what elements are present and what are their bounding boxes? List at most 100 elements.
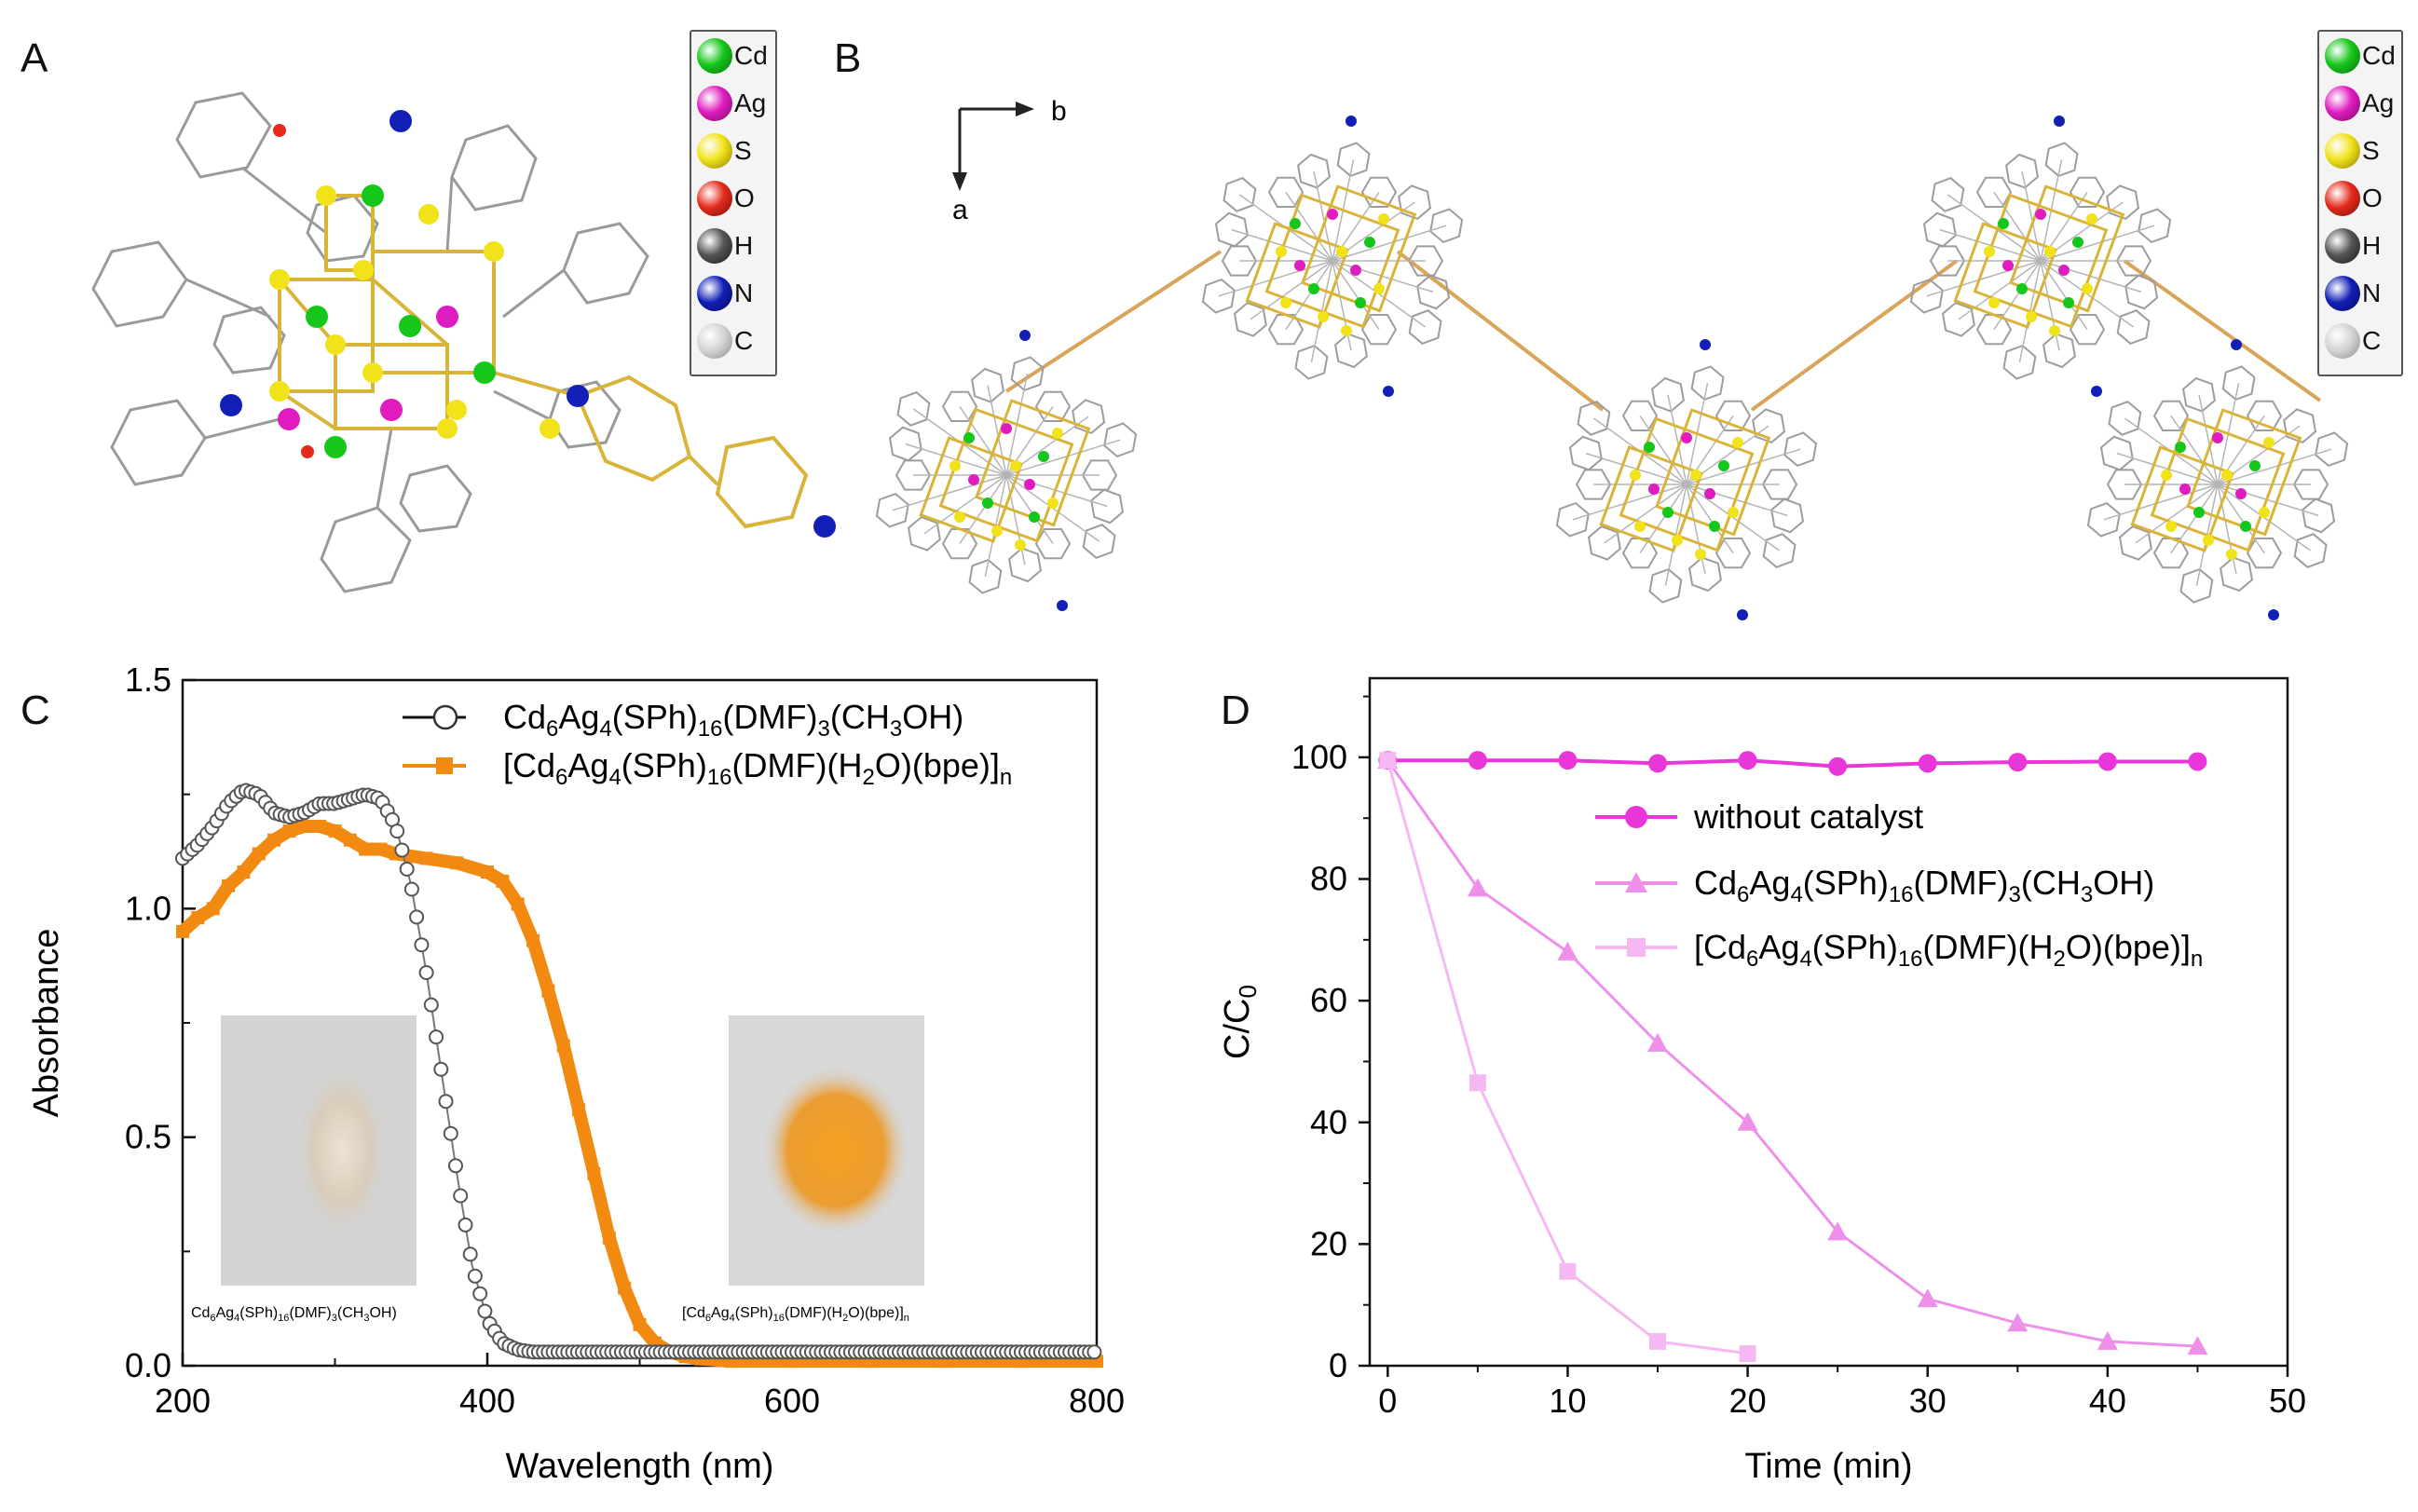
y-tick-label: 40 bbox=[1310, 1103, 1347, 1141]
ligand-bond bbox=[892, 474, 1007, 511]
atom bbox=[2175, 442, 2186, 453]
core-bond bbox=[938, 407, 1074, 543]
data-point-ch3oh bbox=[418, 965, 434, 980]
legend-row-n: N bbox=[2325, 275, 2381, 312]
x-tick-label: 30 bbox=[1909, 1382, 1947, 1420]
atom bbox=[2221, 470, 2233, 481]
data-point-bpe bbox=[572, 1103, 586, 1117]
panel-label-a: A bbox=[20, 35, 48, 81]
phenyl-ring bbox=[2221, 365, 2256, 402]
data-point-bpe bbox=[556, 1039, 570, 1053]
legend-row-o: O bbox=[697, 180, 755, 217]
phenyl-ring bbox=[888, 426, 922, 462]
data-point-ch3oh bbox=[2187, 1336, 2208, 1355]
y-tick-label: 0.5 bbox=[125, 1118, 171, 1156]
n-atom bbox=[1019, 330, 1031, 341]
phenyl-ring bbox=[2315, 431, 2349, 468]
data-point-bpe bbox=[618, 1281, 632, 1295]
phenyl-ring bbox=[2106, 184, 2140, 221]
data-point-bpe bbox=[237, 865, 251, 879]
x-tick-label: 200 bbox=[155, 1382, 211, 1420]
atom bbox=[2044, 246, 2056, 257]
atom bbox=[1695, 549, 1706, 560]
o-atom-icon bbox=[2325, 181, 2360, 216]
n-atom bbox=[1346, 116, 1357, 127]
legend-row-s: S bbox=[697, 132, 752, 170]
data-point-ch3oh bbox=[433, 1061, 449, 1077]
atom bbox=[1294, 260, 1305, 271]
phenyl-ring bbox=[1416, 274, 1451, 310]
core-bond bbox=[2009, 184, 2125, 313]
atom bbox=[1276, 246, 1287, 257]
data-point-ch3oh bbox=[477, 1303, 493, 1319]
legend-label-ch3oh: Cd6Ag4(SPh)16(DMF)3(CH3OH) bbox=[1694, 864, 2154, 907]
ligand-bond bbox=[2021, 170, 2042, 262]
degradation-chart: 0 10 20 30 40 50 0 20 40 60 80 100 Time (min) C/C0 wit… bbox=[1218, 676, 2306, 1486]
legend-symbol: N bbox=[734, 279, 754, 307]
ligand-bond bbox=[1313, 170, 1333, 262]
ligand-bond bbox=[2040, 225, 2155, 262]
core-bond bbox=[2150, 416, 2286, 552]
phenyl-ring bbox=[1072, 399, 1106, 435]
legend-symbol: N bbox=[2362, 279, 2382, 307]
ligand-bond bbox=[1686, 448, 1801, 485]
data-point-ch3oh bbox=[467, 1268, 483, 1284]
atom bbox=[2179, 484, 2191, 495]
phenyl-ring bbox=[1922, 211, 1957, 248]
atom bbox=[1010, 460, 1021, 471]
legend-marker-ch3oh bbox=[1625, 872, 1647, 892]
ligand-bond bbox=[1332, 225, 1447, 262]
x-tick-label: 0 bbox=[1378, 1382, 1397, 1420]
phenyl-ring bbox=[1214, 211, 1249, 248]
n-atom bbox=[2268, 609, 2279, 620]
y-tick-label: 0 bbox=[1329, 1346, 1347, 1384]
inset-caption-2: [Cd6Ag4(SPh)16(DMF)(H2O)(bpe)]n bbox=[682, 1305, 909, 1324]
phenyl-ring bbox=[1360, 314, 1398, 346]
legend-symbol: H bbox=[2362, 231, 2382, 260]
core-bond bbox=[1599, 445, 1703, 552]
data-point-bpe bbox=[419, 851, 433, 865]
atom bbox=[2086, 213, 2097, 225]
s-atom-icon bbox=[697, 133, 732, 169]
ligand-bond bbox=[2217, 484, 2319, 517]
ligand-bond bbox=[2135, 484, 2219, 544]
data-point-bpe bbox=[297, 820, 311, 834]
data-point-no-catalyst bbox=[2097, 752, 2117, 771]
panel-label-b: B bbox=[834, 35, 862, 81]
core-bond bbox=[1619, 416, 1755, 552]
phenyl-ring bbox=[2302, 497, 2336, 534]
phenyl-ring bbox=[1360, 176, 1398, 208]
n-atom bbox=[2054, 116, 2065, 127]
sample-photo-1 bbox=[221, 1015, 417, 1286]
phenyl-ring bbox=[2002, 344, 2037, 380]
data-point-bpe bbox=[282, 824, 296, 838]
data-point-ch3oh bbox=[472, 1286, 488, 1301]
phenyl-ring bbox=[1555, 501, 1590, 538]
atom bbox=[1630, 470, 1641, 481]
legend-row-ag: Ag bbox=[697, 85, 766, 122]
atom bbox=[968, 474, 979, 485]
phenyl-ring bbox=[941, 390, 978, 422]
legend-symbol: Ag bbox=[2362, 89, 2395, 117]
atom bbox=[1648, 484, 1660, 495]
ligand-bond bbox=[1667, 394, 1687, 485]
ligand-bond bbox=[1958, 260, 2042, 320]
chain-cluster bbox=[1201, 116, 1464, 397]
core-bond bbox=[1245, 222, 1349, 329]
legend-row-h: H bbox=[697, 227, 753, 265]
ligand-bond bbox=[1332, 260, 1434, 293]
atom bbox=[1690, 470, 1701, 481]
data-point-bpe bbox=[1649, 1332, 1667, 1350]
atom bbox=[1672, 535, 1683, 546]
atom bbox=[1984, 246, 1995, 257]
data-point-ch3oh bbox=[1467, 878, 1488, 897]
ligand-bond bbox=[1639, 415, 1687, 485]
data-point-bpe bbox=[343, 833, 357, 847]
atom bbox=[1290, 218, 1301, 229]
s-atom-icon bbox=[2325, 133, 2360, 169]
phenyl-ring bbox=[2246, 538, 2283, 569]
cluster-group-b bbox=[875, 116, 2349, 620]
phenyl-ring bbox=[1082, 524, 1116, 559]
legend-label-ch3oh: Cd6Ag4(SPh)16(DMF)3(CH3OH) bbox=[503, 698, 963, 742]
atom bbox=[2240, 521, 2251, 532]
